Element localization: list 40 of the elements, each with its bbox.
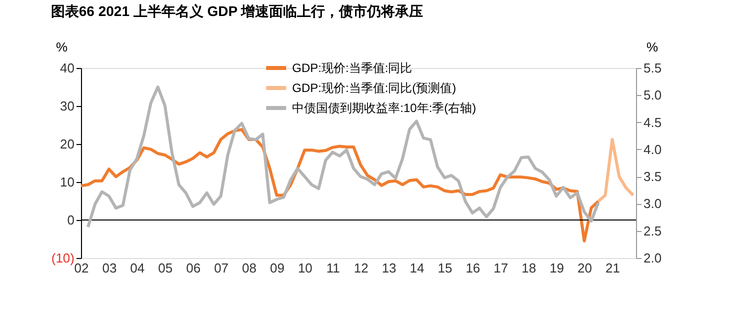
x-tick-label: 04 [130, 260, 145, 276]
x-tick-label: 11 [326, 260, 340, 276]
y-tick-label: 40 [60, 60, 74, 76]
x-tick-label: 18 [522, 260, 536, 276]
legend-label: GDP:现价:当季值:同比 [292, 61, 412, 75]
y2-tick-label: 4.0 [644, 142, 662, 157]
x-tick-label: 08 [242, 260, 256, 276]
x-tick-label: 14 [410, 260, 424, 276]
y2-tick-label: 2.5 [644, 223, 662, 238]
y-tick-label: 0 [67, 212, 74, 228]
y2-tick-label: 5.5 [644, 60, 662, 76]
y-tick-label: 20 [60, 136, 74, 152]
y2-tick-label: 5.0 [644, 88, 662, 103]
y2-axis-title: % [646, 40, 658, 54]
y-tick-label: 10 [60, 174, 74, 190]
x-tick-label: 16 [466, 260, 480, 276]
y-tick-label: 30 [60, 98, 74, 114]
y2-tick-label: 3.5 [644, 169, 662, 184]
x-tick-label: 13 [382, 260, 396, 276]
x-tick-label: 09 [270, 260, 284, 276]
legend-label: GDP:现价:当季值:同比(预测值) [292, 81, 456, 95]
y2-tick-label: 2.0 [644, 250, 662, 266]
x-tick-label: 12 [354, 260, 368, 276]
x-tick-label: 21 [606, 260, 620, 276]
y-tick-label: (10) [51, 250, 74, 266]
x-tick-label: 03 [102, 260, 117, 276]
x-tick-label: 20 [578, 260, 592, 276]
x-tick-label: 05 [158, 260, 173, 276]
y2-tick-label: 4.5 [644, 114, 662, 130]
x-tick-label: 07 [214, 260, 229, 276]
y-axis-title: % [56, 40, 68, 54]
x-tick-label: 19 [550, 260, 564, 276]
x-tick-label: 15 [438, 260, 452, 276]
x-tick-label: 02 [74, 260, 89, 276]
x-tick-label: 10 [298, 260, 312, 276]
y2-tick-label: 3.0 [644, 196, 662, 212]
legend-label: 中债国债到期收益率:10年:季(右轴) [292, 101, 476, 115]
chart-title: 图表66 2021 上半年名义 GDP 增速面临上行，债市仍将承压 [50, 3, 424, 19]
x-tick-label: 06 [186, 260, 201, 276]
x-tick-label: 17 [494, 260, 508, 276]
